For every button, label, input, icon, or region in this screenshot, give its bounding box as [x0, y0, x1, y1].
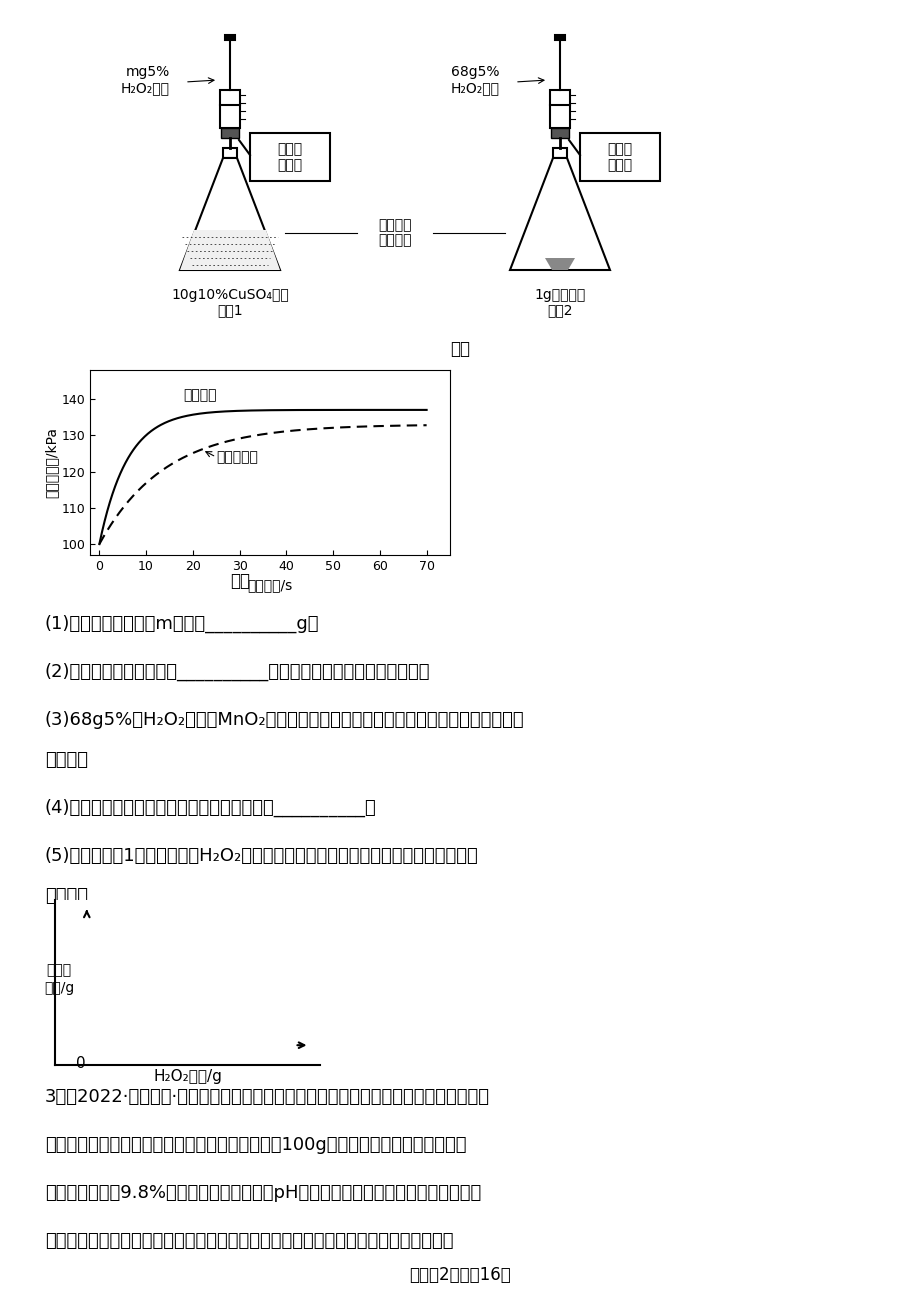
Text: 0: 0	[75, 1056, 85, 1070]
Bar	[220, 90, 240, 128]
Text: 数据采
集系统: 数据采 集系统	[607, 142, 632, 172]
Polygon shape	[180, 230, 279, 270]
Polygon shape	[544, 258, 574, 270]
Text: 图一: 图一	[449, 340, 470, 358]
Bar	[550, 90, 570, 128]
Text: 加入质量分数为9.8%的稀硫酸，测出溶液的pH随加入稀硫酸的质量变化关系如图一所: 加入质量分数为9.8%的稀硫酸，测出溶液的pH随加入稀硫酸的质量变化关系如图一所	[45, 1184, 481, 1202]
Text: 反应后
溶液/g: 反应后 溶液/g	[44, 963, 74, 996]
Bar	[554, 35, 564, 40]
Bar	[250, 133, 330, 181]
Y-axis label: 装置内压强/kPa: 装置内压强/kPa	[44, 427, 59, 497]
Polygon shape	[509, 158, 609, 270]
Text: 装置1: 装置1	[217, 303, 243, 316]
Text: 装置2: 装置2	[547, 303, 573, 316]
Text: 硫酸铜溶液: 硫酸铜溶液	[216, 450, 258, 465]
Bar	[550, 128, 568, 138]
Bar	[221, 128, 239, 138]
Polygon shape	[180, 158, 279, 270]
Text: mg5%: mg5%	[126, 65, 170, 79]
Text: 示。用温度计测量溶液温度变化如图二所示（不考虑反应过程中热量损失）。试回答：: 示。用温度计测量溶液温度变化如图二所示（不考虑反应过程中热量损失）。试回答：	[45, 1232, 453, 1250]
Text: 68g5%: 68g5%	[451, 65, 499, 79]
Text: H₂O₂溶液: H₂O₂溶液	[121, 81, 170, 95]
Bar	[579, 133, 659, 181]
Bar	[225, 35, 234, 40]
Polygon shape	[552, 148, 566, 158]
Text: (4)有同学认为上述实验还不够严密，其理由是__________。: (4)有同学认为上述实验还不够严密，其理由是__________。	[45, 799, 377, 818]
Text: 图二: 图二	[230, 572, 250, 590]
Text: 组的同学测定该炉具清洁剂中氢氧化钠的含量。取100g炉具清洁剂倒入烧杯中，逐次: 组的同学测定该炉具清洁剂中氢氧化钠的含量。取100g炉具清洁剂倒入烧杯中，逐次	[45, 1137, 466, 1154]
Text: 的锥形瓶: 的锥形瓶	[378, 233, 412, 247]
Text: 二氧化锰: 二氧化锰	[183, 389, 217, 402]
Text: 规格相同: 规格相同	[378, 217, 412, 232]
Text: 试卷第2页，共16页: 试卷第2页，共16页	[409, 1266, 510, 1284]
Text: (1)对比图一实验可知m的值是__________g。: (1)对比图一实验可知m的值是__________g。	[45, 615, 319, 633]
Text: 1g二氧化锰: 1g二氧化锰	[534, 288, 585, 302]
Text: 3．（2022·广东深圳·校考三模）某品牌炉具清洁剂的有效成分是氢氧化钠，化学兴趣小: 3．（2022·广东深圳·校考三模）某品牌炉具清洁剂的有效成分是氢氧化钠，化学兴…	[45, 1088, 490, 1105]
Text: 10g10%CuSO₄溶液: 10g10%CuSO₄溶液	[171, 288, 289, 302]
Text: 数据采
集系统: 数据采 集系统	[278, 142, 302, 172]
X-axis label: H₂O₂溶液/g: H₂O₂溶液/g	[153, 1069, 221, 1085]
Text: (5)请画出装置1中加入对应的H₂O₂溶液完全反应后所得溶液的坐标图。（请标出有关: (5)请画出装置1中加入对应的H₂O₂溶液完全反应后所得溶液的坐标图。（请标出有…	[45, 848, 478, 865]
Text: 过程）。: 过程）。	[45, 751, 88, 769]
Text: H₂O₂溶液: H₂O₂溶液	[450, 81, 499, 95]
Text: (3)68g5%的H₂O₂溶液在MnO₂的催化下完全分解生成氧气的质量是多少？（写出计算: (3)68g5%的H₂O₂溶液在MnO₂的催化下完全分解生成氧气的质量是多少？（…	[45, 711, 524, 729]
Polygon shape	[222, 148, 237, 158]
Text: (2)由图二可知：常温下，__________对过氧化氢的分解催化效果更好。: (2)由图二可知：常温下，__________对过氧化氢的分解催化效果更好。	[45, 663, 430, 681]
Text: 的数据）: 的数据）	[45, 887, 88, 905]
X-axis label: 反应时间/s: 反应时间/s	[247, 578, 292, 592]
